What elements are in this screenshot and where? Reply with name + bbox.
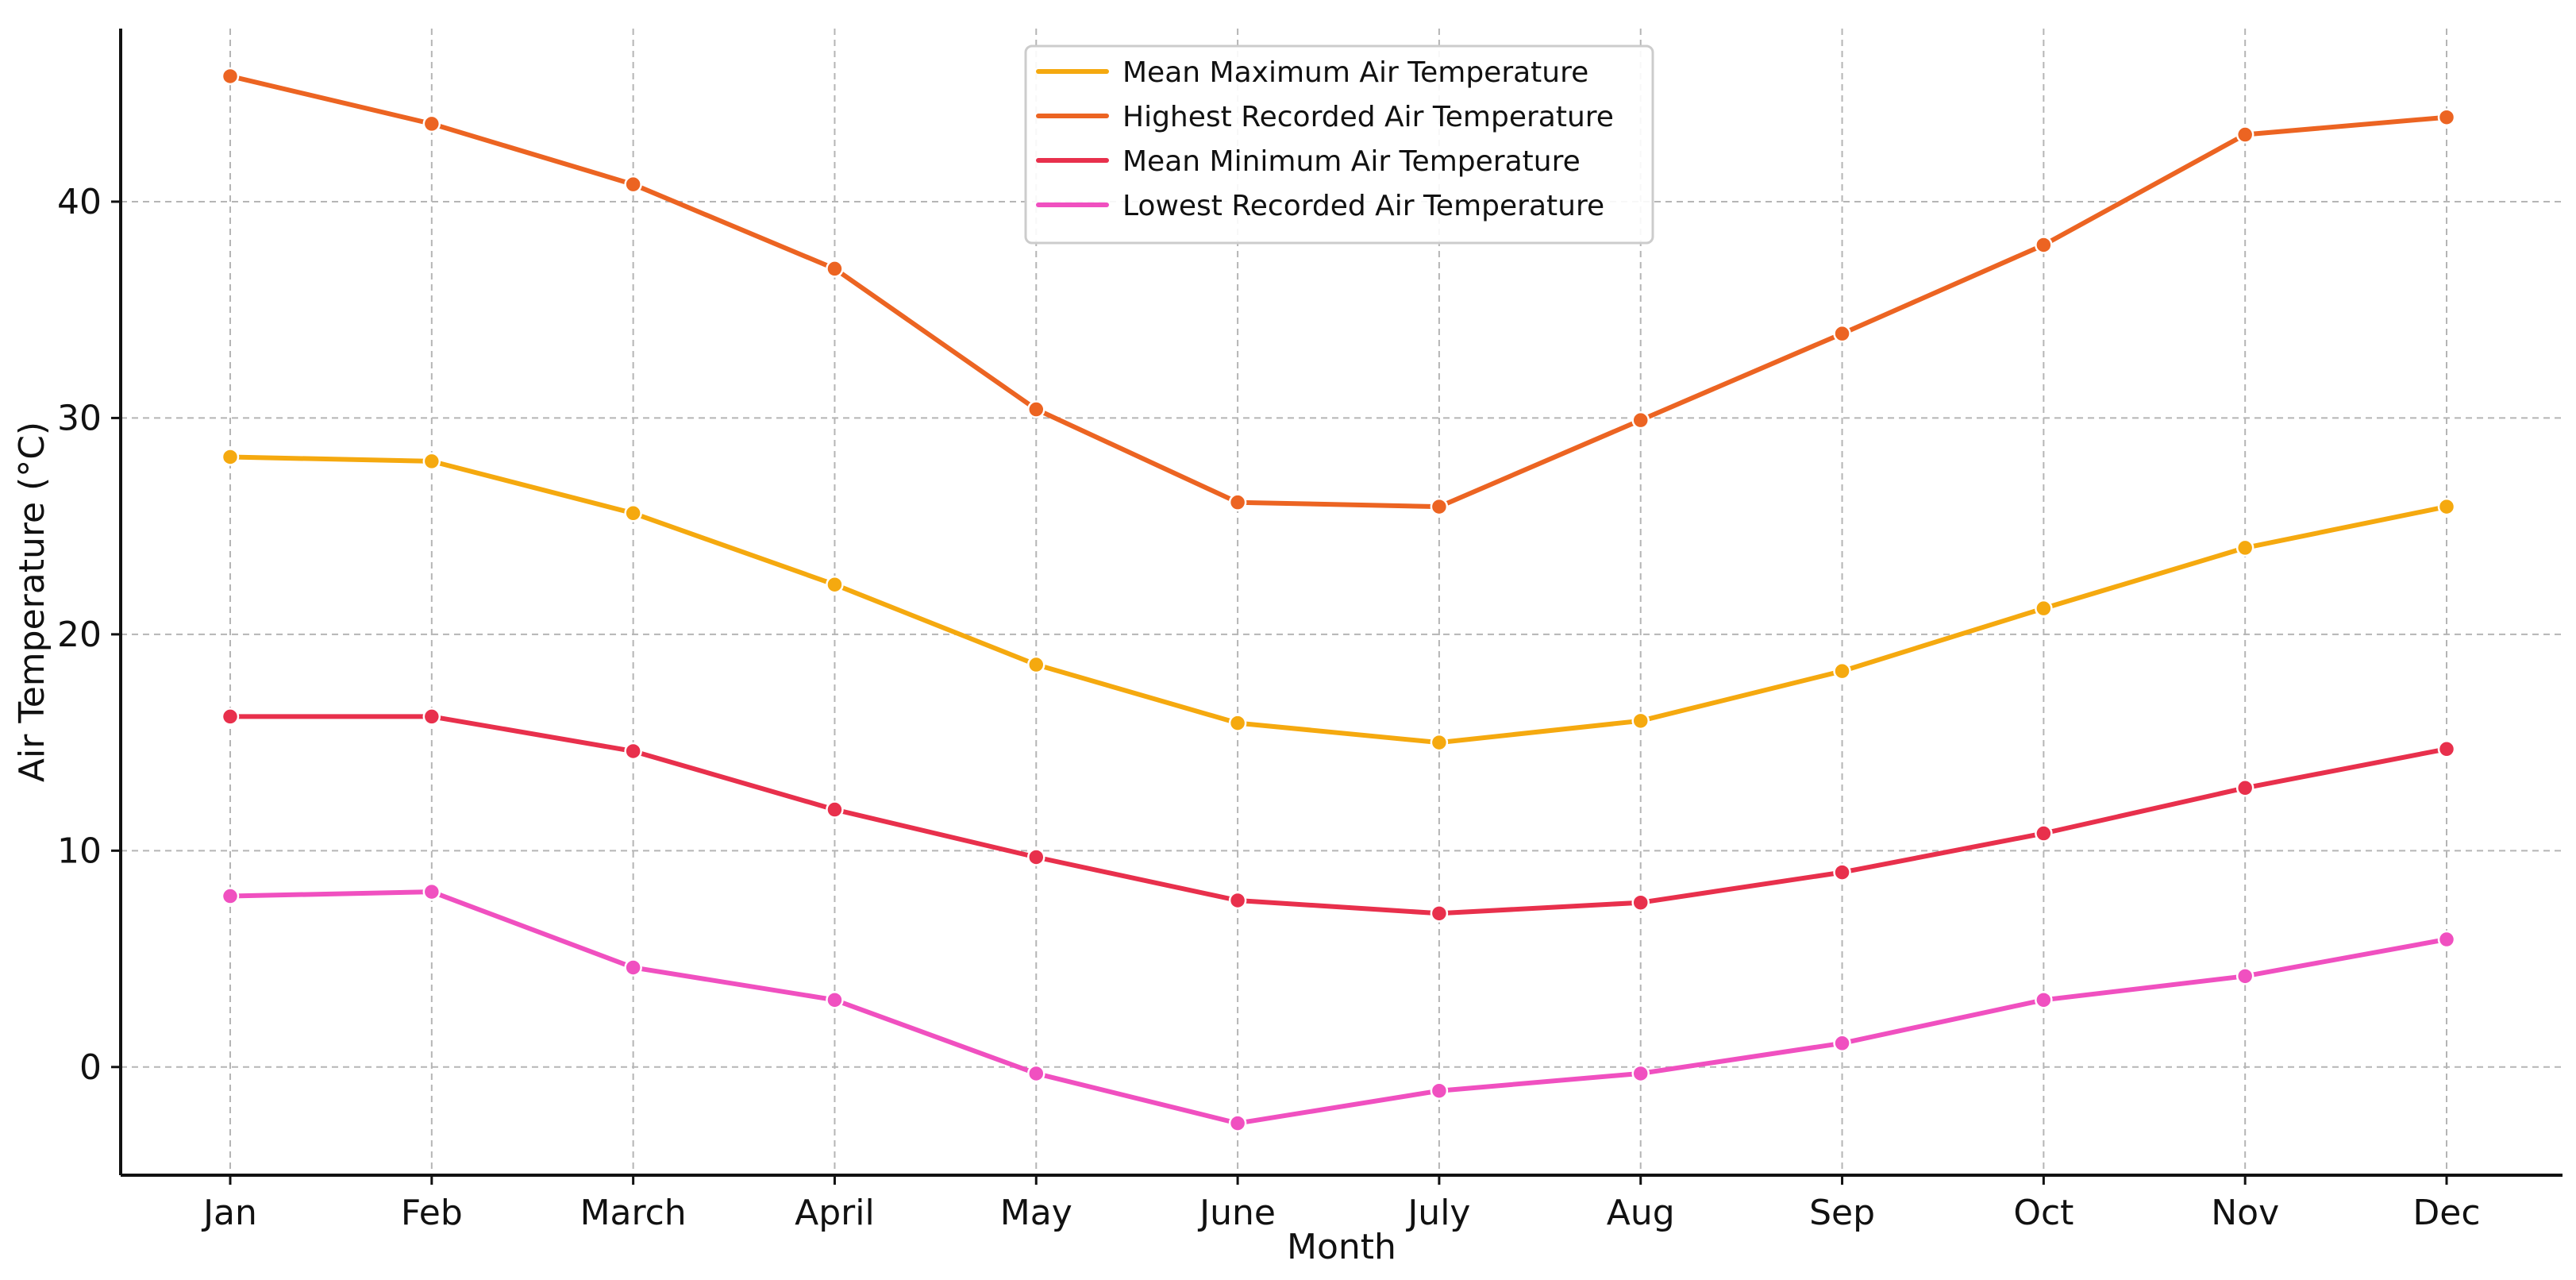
data-point: [2035, 599, 2053, 618]
y-tick-label: 30: [57, 398, 102, 438]
data-point: [2235, 967, 2254, 985]
series-1: [221, 67, 2456, 516]
data-point: [2437, 497, 2456, 516]
data-point: [221, 448, 240, 466]
data-point: [1833, 863, 1851, 881]
data-point: [221, 67, 240, 86]
series-line: [228, 73, 2449, 510]
data-point: [826, 991, 844, 1009]
y-tick-label: 10: [57, 831, 102, 871]
data-point: [2437, 740, 2456, 758]
data-point: [1027, 1064, 1045, 1083]
x-axis-title: Month: [1287, 1227, 1396, 1267]
axes: [111, 29, 2563, 1185]
data-point: [422, 882, 441, 901]
data-point: [624, 958, 642, 977]
data-point: [1027, 848, 1045, 866]
legend-label: Mean Maximum Air Temperature: [1122, 56, 1588, 89]
data-point: [422, 114, 441, 133]
data-point: [1430, 497, 1449, 516]
data-point: [422, 452, 441, 471]
data-point: [221, 887, 240, 905]
x-tick-label: Oct: [2013, 1193, 2074, 1233]
series-3: [221, 882, 2456, 1132]
data-point: [1430, 904, 1449, 923]
data-point: [1027, 655, 1045, 674]
data-point: [2437, 930, 2456, 949]
x-tick-label: July: [1405, 1193, 1470, 1233]
legend-box: [1024, 44, 1654, 245]
series-line: [228, 454, 2449, 746]
x-tick-label: Aug: [1607, 1193, 1675, 1233]
legend-label: Mean Minimum Air Temperature: [1122, 145, 1581, 178]
data-point: [2235, 125, 2254, 144]
data-point: [1833, 1034, 1851, 1053]
x-tick-label: Feb: [401, 1193, 463, 1233]
data-point: [1228, 891, 1247, 910]
data-point: [1430, 1081, 1449, 1100]
series-2: [221, 707, 2456, 923]
data-point: [624, 742, 642, 761]
data-point: [1228, 1114, 1247, 1132]
y-tick-label: 20: [57, 615, 102, 655]
tick-labels: Jan Feb March April May June July Aug Sep Oct Nov D…: [57, 182, 2481, 1233]
data-point: [2235, 779, 2254, 797]
x-tick-label: March: [580, 1193, 687, 1233]
data-point: [1228, 714, 1247, 732]
series-0: [221, 448, 2456, 752]
data-point: [2235, 538, 2254, 557]
x-tick-label: Nov: [2211, 1193, 2279, 1233]
series-line: [228, 714, 2449, 916]
data-point: [1631, 893, 1650, 912]
data-point: [221, 707, 240, 726]
data-point: [1027, 400, 1045, 418]
data-point: [2035, 824, 2053, 842]
data-point: [422, 707, 441, 726]
data-point: [1228, 493, 1247, 511]
y-axis-title: Air Temperature (°C): [12, 422, 52, 782]
data-point: [1430, 733, 1449, 752]
data-point: [1833, 661, 1851, 680]
x-tick-label: June: [1197, 1193, 1276, 1233]
series: [221, 67, 2456, 1132]
data-point: [1631, 711, 1650, 731]
x-tick-label: April: [795, 1193, 875, 1233]
data-point: [826, 800, 844, 819]
legend: Mean Maximum Air Temperature Highest Reco…: [1024, 44, 1654, 245]
data-point: [1631, 1064, 1650, 1083]
x-tick-label: May: [1000, 1193, 1072, 1233]
data-point: [624, 504, 642, 522]
data-point: [2035, 991, 2053, 1009]
y-tick-label: 40: [57, 182, 102, 222]
data-point: [1833, 324, 1851, 343]
legend-label: Lowest Recorded Air Temperature: [1122, 190, 1604, 222]
x-tick-label: Dec: [2412, 1193, 2480, 1233]
grid: [121, 29, 2563, 1175]
data-point: [624, 175, 642, 194]
legend-label: Highest Recorded Air Temperature: [1122, 101, 1614, 133]
x-tick-label: Jan: [201, 1193, 257, 1233]
data-point: [1631, 411, 1650, 430]
data-point: [2035, 236, 2053, 254]
data-point: [826, 260, 844, 278]
x-tick-label: Sep: [1809, 1193, 1875, 1233]
data-point: [826, 575, 844, 594]
series-line: [228, 889, 2449, 1126]
data-point: [2437, 108, 2456, 126]
y-tick-label: 0: [79, 1047, 102, 1088]
